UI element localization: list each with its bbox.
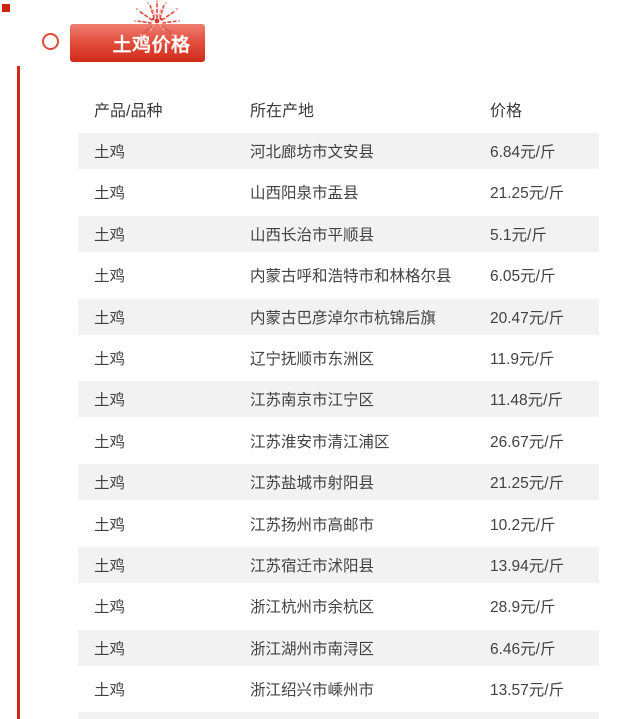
cell-product: 土鸡 xyxy=(94,599,126,617)
table-row: 土鸡 内蒙古巴彦淖尔市杭锦后旗 20.47元/斤 xyxy=(78,298,599,335)
cell-price: 6.84元/斤 xyxy=(490,144,556,161)
cell-origin: 江苏盐城市射阳县 xyxy=(250,475,375,493)
column-header-price: 价格 xyxy=(490,103,523,120)
table-row: 土鸡 河北廊坊市文安县 6.84元/斤 xyxy=(78,133,599,169)
table-row: 土鸡 江苏淮安市清江浦区 26.67元/斤 xyxy=(78,423,599,459)
cell-price: 28.9元/斤 xyxy=(490,599,556,617)
cell-product: 土鸡 xyxy=(94,185,126,203)
table-row: 土鸡 山西长治市平顺县 5.1元/斤 xyxy=(78,215,599,252)
left-accent-line xyxy=(17,66,20,719)
column-header-product: 产品/品种 xyxy=(94,103,163,120)
cell-price: 6.05元/斤 xyxy=(490,268,556,286)
cell-origin: 浙江湖州市南浔区 xyxy=(250,640,375,658)
cell-product: 土鸡 xyxy=(94,350,126,368)
cell-origin: 江苏扬州市高邮市 xyxy=(250,516,375,534)
cell-price: 11.9元/斤 xyxy=(490,350,555,368)
column-header-origin: 所在产地 xyxy=(250,103,315,120)
cell-price: 11.48元/斤 xyxy=(490,392,563,410)
cell-price: 6.46元/斤 xyxy=(490,640,556,658)
cell-origin: 浙江杭州市余杭区 xyxy=(250,599,375,617)
table-row: 土鸡 辽宁抚顺市东洲区 11.9元/斤 xyxy=(78,340,599,376)
table-row: 土鸡 浙江杭州市余杭区 28.9元/斤 xyxy=(78,588,599,624)
cell-origin: 辽宁抚顺市东洲区 xyxy=(250,350,375,368)
table-row: 土鸡 江苏宿迁市沭阳县 13.94元/斤 xyxy=(78,546,599,583)
title-badge: 土鸡价格 xyxy=(70,24,205,62)
table-row: 土鸡 江苏扬州市高邮市 10.2元/斤 xyxy=(78,506,599,542)
cell-origin: 江苏淮安市清江浦区 xyxy=(250,433,390,451)
table-row: 土鸡 浙江绍兴市嵊州市 13.57元/斤 xyxy=(78,671,599,707)
table-header-row: 产品/品种 所在产地 价格 xyxy=(78,85,599,133)
table-row: 土鸡 江苏南京市江宁区 11.48元/斤 xyxy=(78,381,599,418)
table-row: 土鸡 江苏盐城市射阳县 21.25元/斤 xyxy=(78,464,599,501)
cell-origin: 内蒙古呼和浩特市和林格尔县 xyxy=(250,268,452,286)
cell-price: 26.67元/斤 xyxy=(490,433,565,451)
cell-product: 土鸡 xyxy=(94,144,126,161)
cell-price: 13.57元/斤 xyxy=(490,682,565,700)
cell-product: 土鸡 xyxy=(94,268,126,286)
cell-price: 21.25元/斤 xyxy=(490,475,565,493)
cell-price: 21.25元/斤 xyxy=(490,185,565,203)
cell-product: 土鸡 xyxy=(94,309,126,327)
cell-origin: 河北廊坊市文安县 xyxy=(250,144,375,161)
cell-product: 土鸡 xyxy=(94,226,126,244)
cell-product: 土鸡 xyxy=(94,475,126,493)
cell-product: 土鸡 xyxy=(94,557,126,575)
table-row: 土鸡 山西阳泉市盂县 21.25元/斤 xyxy=(78,174,599,210)
cell-price: 10.2元/斤 xyxy=(490,516,556,534)
table-row-partial xyxy=(78,712,599,719)
cell-origin: 山西长治市平顺县 xyxy=(250,226,375,244)
price-table: 产品/品种 所在产地 价格 土鸡 河北廊坊市文安县 6.84元/斤 土鸡 山西阳… xyxy=(78,85,599,719)
cell-product: 土鸡 xyxy=(94,682,126,700)
ring-icon xyxy=(42,33,59,50)
cell-product: 土鸡 xyxy=(94,433,126,451)
table-row: 土鸡 浙江湖州市南浔区 6.46元/斤 xyxy=(78,629,599,666)
cell-product: 土鸡 xyxy=(94,516,126,534)
table-row: 土鸡 内蒙古呼和浩特市和林格尔县 6.05元/斤 xyxy=(78,257,599,293)
table-body: 土鸡 河北廊坊市文安县 6.84元/斤 土鸡 山西阳泉市盂县 21.25元/斤 … xyxy=(78,133,599,707)
cell-origin: 江苏南京市江宁区 xyxy=(250,392,375,410)
cell-origin: 山西阳泉市盂县 xyxy=(250,185,359,203)
cell-price: 5.1元/斤 xyxy=(490,226,547,244)
cell-product: 土鸡 xyxy=(94,392,126,410)
cell-product: 土鸡 xyxy=(94,640,126,658)
page-title: 土鸡价格 xyxy=(112,34,191,56)
cell-price: 13.94元/斤 xyxy=(490,557,565,575)
cell-origin: 江苏宿迁市沭阳县 xyxy=(250,557,375,575)
cell-price: 20.47元/斤 xyxy=(490,309,565,327)
cell-origin: 内蒙古巴彦淖尔市杭锦后旗 xyxy=(250,309,437,327)
corner-accent-square xyxy=(2,4,10,12)
cell-origin: 浙江绍兴市嵊州市 xyxy=(250,682,375,700)
